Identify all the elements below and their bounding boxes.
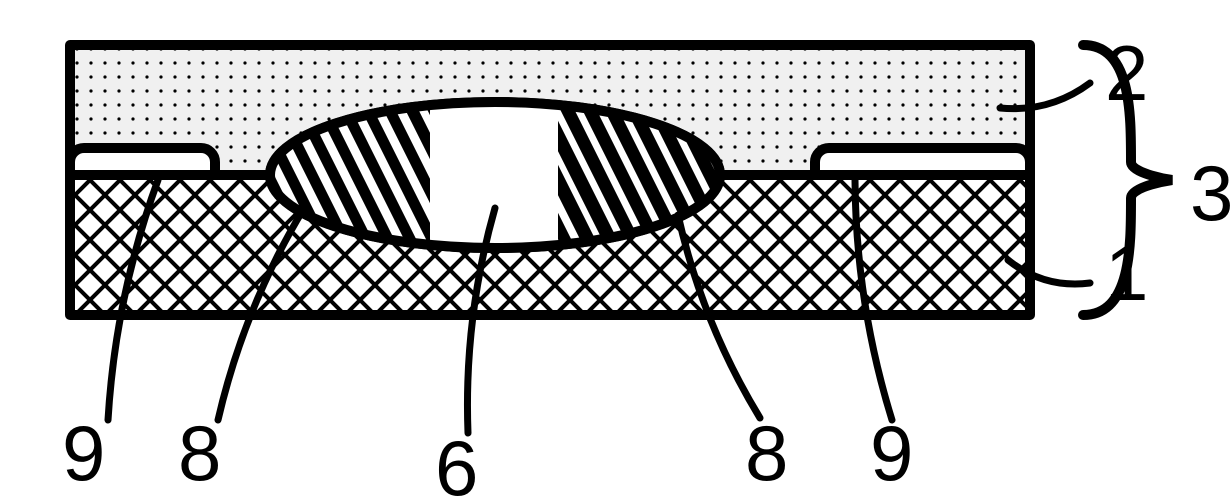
technical-diagram: 21398689	[0, 0, 1232, 501]
ref-label-8R: 8	[745, 409, 788, 497]
ref-label-9R: 9	[870, 409, 913, 497]
ref-label-8L: 8	[178, 409, 221, 497]
ref-label-3: 3	[1190, 149, 1232, 237]
ref-label-9L: 9	[62, 409, 105, 497]
ref-label-6: 6	[435, 424, 478, 501]
ref-label-1: 1	[1105, 229, 1148, 317]
ref-label-2: 2	[1105, 29, 1148, 117]
